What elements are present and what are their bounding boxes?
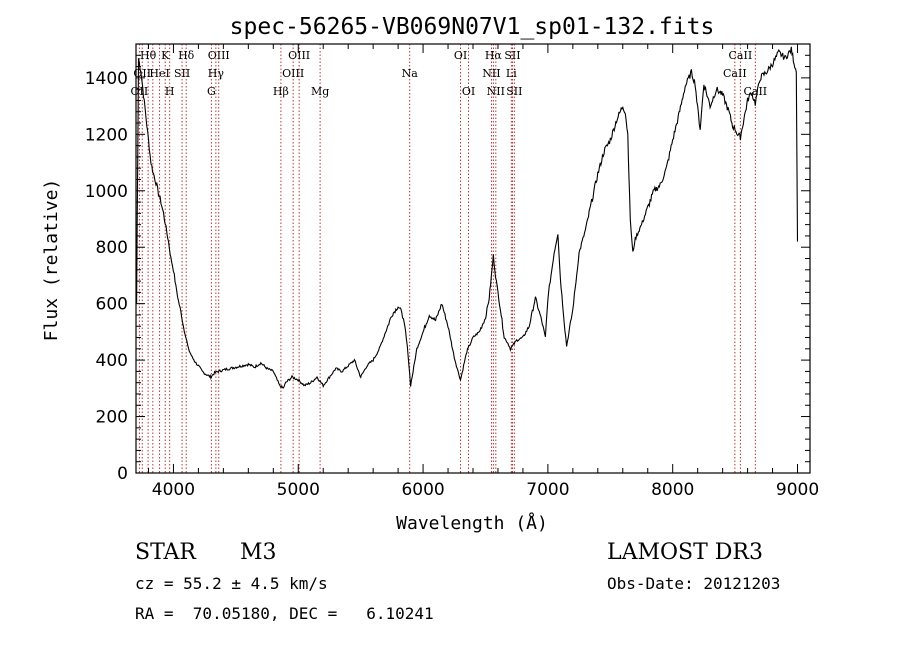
- spectral-line-label: Hθ: [140, 49, 157, 62]
- spectral-line-label: NII: [487, 85, 505, 98]
- spectral-line-label: CaII: [743, 85, 767, 98]
- spectral-line-markers: [138, 44, 756, 473]
- spectral-line-label: OIII: [282, 67, 304, 80]
- spectrum-line: [136, 46, 799, 389]
- spectral-line-label: SII: [504, 49, 520, 62]
- y-axis-ticks: 0 200 400 600 800 1000 1200 1400: [85, 54, 810, 484]
- survey-name: LAMOST DR3: [607, 540, 763, 565]
- y-tick-label: 600: [96, 295, 128, 315]
- x-axis-label: Wavelength (Å): [396, 512, 548, 534]
- spectral-line-label: SII: [506, 85, 522, 98]
- spectral-line-label: OI: [462, 85, 475, 98]
- x-tick-label: 6000: [401, 480, 444, 500]
- coordinates: RA = 70.05180, DEC = 6.10241: [135, 604, 434, 623]
- spectral-line-label: H: [165, 85, 175, 98]
- spectral-line-label: Hα: [485, 49, 503, 62]
- y-tick-label: 400: [96, 351, 128, 371]
- spectral-line-label: OII: [133, 67, 151, 80]
- spectral-line-label: NII: [482, 67, 500, 80]
- y-tick-label: 0: [117, 464, 128, 484]
- chart-title: spec-56265-VB069N07V1_sp01-132.fits: [230, 14, 715, 40]
- spectral-line-label: OII: [131, 85, 149, 98]
- spectral-line-label: CaII: [723, 67, 747, 80]
- spectral-line-label: OI: [454, 49, 467, 62]
- spectral-line-label: Hγ: [208, 67, 225, 80]
- object-subclass: M3: [240, 540, 277, 565]
- spectral-line-label: K: [161, 49, 170, 62]
- x-tick-label: 8000: [651, 480, 694, 500]
- x-tick-label: 4000: [152, 480, 195, 500]
- x-tick-label: 9000: [776, 480, 819, 500]
- spectral-line-label: G: [207, 85, 216, 98]
- spectral-line-label: OIII: [208, 49, 230, 62]
- x-tick-label: 5000: [277, 480, 320, 500]
- redshift-value: cz = 55.2 ± 4.5 km/s: [135, 574, 328, 593]
- y-axis-label: Flux (relative): [41, 179, 62, 342]
- y-tick-label: 800: [96, 238, 128, 258]
- spectral-line-label: Li: [506, 67, 517, 80]
- spectral-line-label: OIII: [288, 49, 310, 62]
- plot-frame: [135, 43, 811, 474]
- spectral-line-label: SII: [174, 67, 190, 80]
- spectral-line-label: CaII: [729, 49, 753, 62]
- spectral-line-label: Hβ: [273, 85, 289, 98]
- spectral-line-label: Na: [402, 67, 419, 80]
- x-axis-ticks: 4000 5000 6000 7000 8000 9000: [147, 44, 819, 500]
- y-tick-label: 1000: [85, 182, 128, 202]
- spectral-line-labels: OII OII Hθ HeI K H SII Hδ G Hγ OIII Hβ OIII OIII Mg Na O…: [131, 49, 768, 98]
- object-class: STAR: [135, 540, 196, 565]
- y-tick-label: 200: [96, 408, 128, 428]
- spectral-line-label: HeI: [149, 67, 169, 80]
- observation-date: Obs-Date: 20121203: [607, 574, 781, 593]
- y-tick-label: 1200: [85, 125, 128, 145]
- spectral-line-label: Mg: [311, 85, 329, 98]
- spectral-line-label: Hδ: [178, 49, 195, 62]
- y-tick-label: 1400: [85, 69, 128, 89]
- x-tick-label: 7000: [526, 480, 569, 500]
